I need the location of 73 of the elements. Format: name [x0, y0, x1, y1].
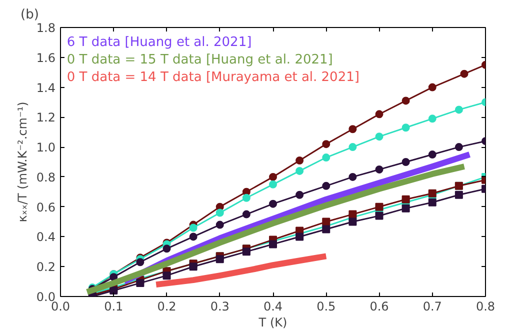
point	[136, 279, 144, 288]
x-tick-label: 0.8	[476, 300, 496, 314]
point	[216, 220, 224, 229]
point	[269, 200, 277, 208]
y-tick-label: 0.8	[36, 170, 56, 184]
x-tick-label: 0.1	[104, 300, 124, 314]
x-tick-label: 0.4	[263, 300, 283, 314]
point	[375, 202, 384, 211]
x-tick-label: 0.6	[370, 300, 389, 314]
y-tick-label: 1.6	[36, 50, 56, 65]
text: 0 T data = 15 T data [Huang et al. 2021]	[66, 52, 333, 68]
y-tick-label: 0.6	[36, 200, 56, 214]
point	[216, 208, 224, 217]
x-tick-label: 0.7	[422, 300, 442, 314]
point	[136, 258, 144, 266]
point	[322, 225, 330, 234]
point	[454, 143, 463, 152]
y-axis-title: κₓₓ/T (mW.K⁻².cm⁻¹)	[15, 102, 30, 222]
point	[375, 110, 384, 118]
point	[322, 218, 330, 226]
point	[269, 180, 277, 188]
point	[348, 172, 357, 181]
point	[269, 240, 277, 248]
point	[189, 232, 198, 241]
point	[242, 194, 250, 202]
x-axis-title: T (K)	[258, 316, 288, 330]
point	[428, 198, 436, 206]
point	[460, 70, 468, 78]
point	[162, 244, 171, 253]
point	[402, 124, 410, 132]
point	[296, 166, 304, 175]
text: 0 T data = 14 T data [Murayama et al. 2021]	[66, 70, 360, 85]
point	[375, 132, 384, 141]
point	[162, 272, 171, 280]
point	[428, 83, 436, 92]
y-tick-label: 1.8	[36, 21, 56, 35]
x-tick-label: 0.5	[316, 300, 336, 314]
point	[189, 262, 198, 271]
y-tick-label: 1.4	[36, 80, 56, 95]
y-tick-label: 0.2	[36, 260, 56, 274]
point	[296, 232, 304, 241]
point	[296, 190, 304, 199]
point	[348, 143, 357, 152]
point	[242, 210, 250, 218]
point	[322, 182, 330, 190]
point	[454, 106, 463, 114]
point	[322, 154, 330, 162]
point	[402, 96, 410, 105]
point	[402, 158, 410, 166]
point	[454, 190, 463, 199]
point	[348, 210, 357, 218]
point	[348, 218, 357, 226]
point	[269, 172, 277, 181]
x-tick-label: 0.0	[50, 300, 70, 314]
point	[375, 165, 384, 174]
point	[189, 224, 198, 232]
x-tick-label: 0.2	[157, 300, 176, 314]
point	[428, 150, 436, 159]
point	[296, 156, 304, 164]
point	[402, 204, 410, 212]
point	[428, 114, 436, 123]
text: 6 T data [Huang et al. 2021]	[66, 34, 252, 50]
x-tick-label: 0.3	[210, 300, 230, 314]
y-tick-label: 1.2	[36, 110, 56, 125]
chart-title: (b)	[20, 8, 39, 22]
point	[402, 195, 410, 204]
y-tick-label: 0.4	[36, 230, 56, 244]
point	[216, 255, 224, 264]
point	[322, 140, 330, 148]
y-tick-label: 1.0	[36, 140, 56, 155]
point	[375, 212, 384, 220]
point	[242, 248, 250, 256]
point	[348, 125, 357, 134]
